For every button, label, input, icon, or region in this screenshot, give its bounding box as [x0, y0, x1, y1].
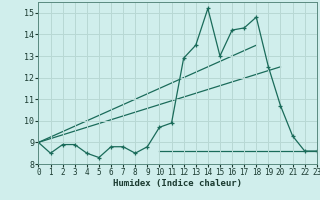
X-axis label: Humidex (Indice chaleur): Humidex (Indice chaleur) — [113, 179, 242, 188]
